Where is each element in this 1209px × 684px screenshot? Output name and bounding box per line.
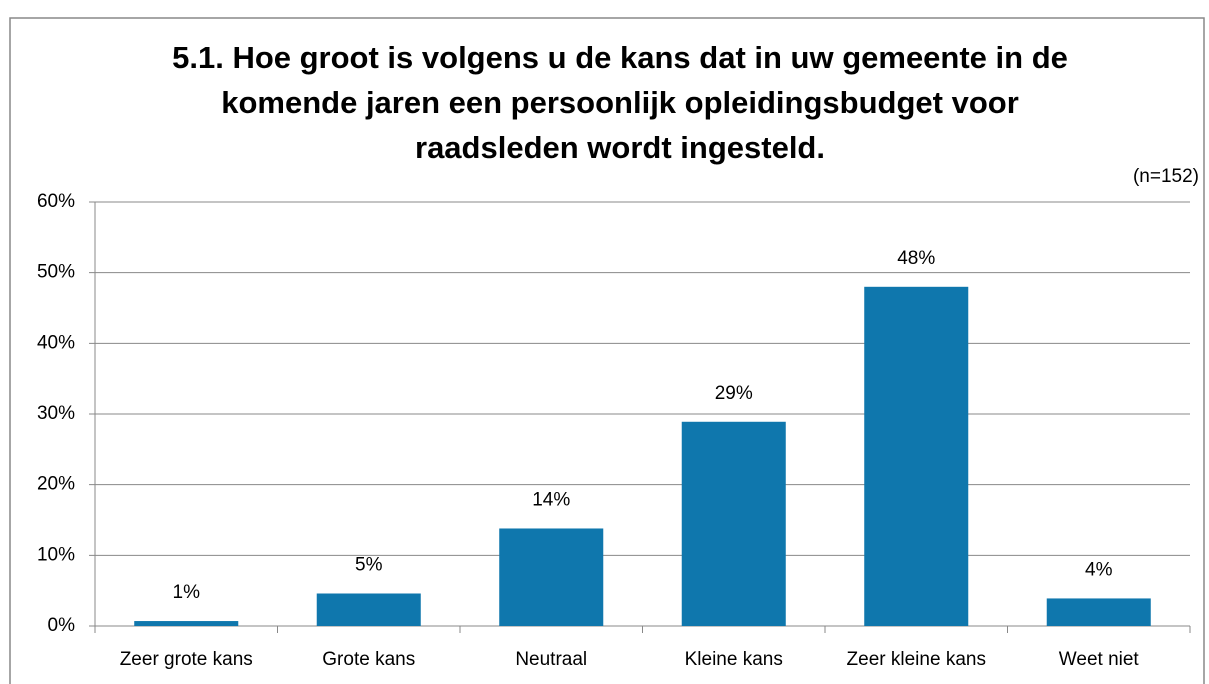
y-tick-label: 60% — [37, 191, 75, 212]
y-tick-label: 40% — [37, 332, 75, 353]
y-tick-label: 30% — [37, 403, 75, 424]
chart-title: komende jaren een persoonlijk opleidings… — [221, 85, 1019, 120]
data-label: 29% — [715, 383, 753, 404]
x-tick-label: Weet niet — [1059, 649, 1140, 670]
x-tick-label: Zeer kleine kans — [847, 649, 986, 670]
data-label: 5% — [355, 555, 383, 576]
bar — [134, 621, 239, 626]
y-tick-label: 20% — [37, 474, 75, 495]
bar — [681, 421, 786, 626]
x-tick-label: Zeer grote kans — [120, 649, 253, 670]
y-tick-label: 50% — [37, 262, 75, 283]
bar — [864, 286, 969, 626]
chart-frame — [9, 17, 1205, 684]
x-tick-label: Neutraal — [515, 649, 587, 670]
y-tick-label: 10% — [37, 544, 75, 565]
data-label: 14% — [532, 489, 570, 510]
x-tick-label: Grote kans — [322, 649, 415, 670]
y-tick-label: 0% — [48, 615, 76, 636]
bar — [316, 593, 421, 626]
bar — [499, 528, 604, 626]
chart-title: 5.1. Hoe groot is volgens u de kans dat … — [172, 40, 1068, 75]
subtitle: (n=152) — [1133, 166, 1199, 187]
x-tick-label: Kleine kans — [685, 649, 783, 670]
data-label: 4% — [1085, 559, 1113, 580]
data-label: 48% — [897, 248, 935, 269]
data-label: 1% — [173, 582, 201, 603]
chart-title: raadsleden wordt ingesteld. — [415, 130, 825, 165]
bar — [1046, 598, 1151, 626]
